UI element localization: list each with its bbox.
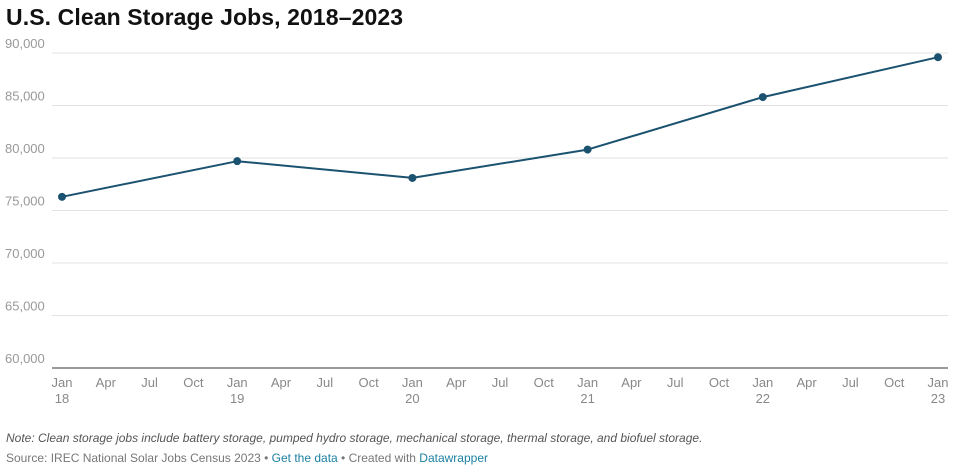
x-tick-label: Jul: [316, 375, 333, 390]
get-the-data-link[interactable]: Get the data: [271, 451, 338, 465]
y-tick-label: 85,000: [5, 89, 45, 104]
data-point: [233, 157, 242, 166]
x-tick-label: Apr: [271, 375, 292, 390]
y-tick-label: 60,000: [5, 351, 45, 366]
y-tick-label: 80,000: [5, 141, 45, 156]
x-tick-label: Apr: [621, 375, 642, 390]
x-tick-year-label: 21: [580, 391, 594, 406]
data-point: [583, 145, 592, 154]
y-tick-label: 65,000: [5, 299, 45, 314]
x-tick-label: Jan: [227, 375, 248, 390]
chart-title: U.S. Clean Storage Jobs, 2018–2023: [6, 4, 404, 30]
chart-source: Source: IREC National Solar Jobs Census …: [6, 451, 488, 465]
x-tick-label: Jul: [492, 375, 509, 390]
x-tick-label: Jan: [928, 375, 949, 390]
x-tick-label: Jul: [667, 375, 684, 390]
source-text: Source: IREC National Solar Jobs Census …: [6, 451, 272, 465]
x-tick-label: Jul: [141, 375, 158, 390]
x-tick-year-label: 20: [405, 391, 419, 406]
x-tick-year-label: 18: [55, 391, 69, 406]
data-point: [934, 53, 942, 62]
x-tick-year-label: 22: [756, 391, 770, 406]
created-with-text: • Created with: [337, 451, 420, 465]
y-tick-label: 75,000: [5, 194, 45, 209]
y-tick-label: 70,000: [5, 246, 45, 261]
x-tick-label: Apr: [96, 375, 117, 390]
x-tick-label: Oct: [358, 375, 379, 390]
x-tick-label: Apr: [446, 375, 467, 390]
x-tick-label: Apr: [796, 375, 817, 390]
x-tick-label: Jan: [577, 375, 598, 390]
x-tick-year-label: 23: [931, 391, 945, 406]
x-tick-label: Jan: [52, 375, 73, 390]
data-point: [758, 93, 767, 102]
x-tick-year-label: 19: [230, 391, 244, 406]
x-tick-label: Oct: [709, 375, 730, 390]
data-point: [408, 173, 417, 182]
x-tick-label: Oct: [884, 375, 905, 390]
x-tick-label: Jul: [842, 375, 859, 390]
datawrapper-link[interactable]: Datawrapper: [419, 451, 488, 465]
x-tick-label: Oct: [183, 375, 204, 390]
x-tick-label: Oct: [534, 375, 555, 390]
y-tick-label: 90,000: [5, 36, 45, 51]
data-point: [58, 192, 66, 201]
x-tick-label: Jan: [402, 375, 423, 390]
chart-note: Note: Clean storage jobs include battery…: [6, 431, 703, 445]
x-tick-label: Jan: [752, 375, 773, 390]
series-line: [61, 56, 939, 198]
